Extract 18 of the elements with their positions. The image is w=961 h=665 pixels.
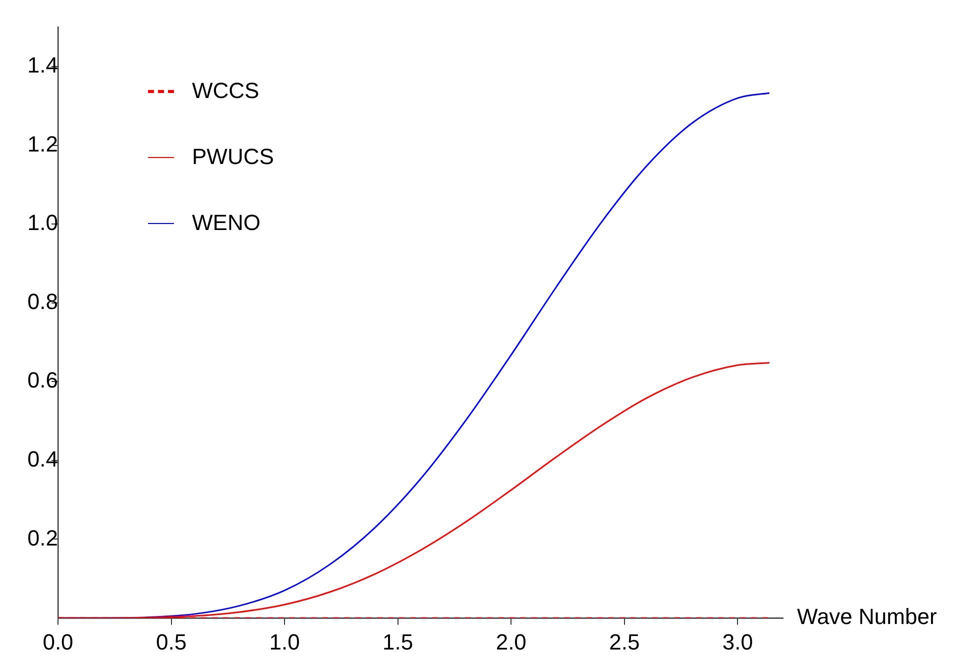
x-tick-label: 1.5	[382, 629, 414, 654]
y-tick-label: 0.6	[27, 368, 58, 393]
y-tick-label: 1.4	[27, 52, 58, 78]
x-tick-label: 0.5	[156, 629, 187, 654]
x-tick-label: 2.5	[609, 629, 640, 654]
x-tick-label: 1.0	[269, 629, 300, 654]
x-tick-label: 3.0	[722, 629, 753, 654]
y-tick-label: 0.2	[27, 525, 58, 550]
x-tick-label: 0.0	[42, 629, 74, 654]
legend-label: PWUCS	[192, 144, 274, 170]
legend-label: WENO	[192, 210, 260, 236]
x-axis-title: Wave Number	[797, 604, 937, 630]
y-tick-label: 1.0	[27, 210, 58, 236]
legend-label: WCCS	[192, 78, 260, 104]
y-tick-label: 0.4	[27, 446, 58, 472]
y-tick-label: 0.8	[27, 288, 58, 314]
x-tick-label: 2.0	[496, 629, 526, 654]
y-tick-label: 1.2	[27, 131, 58, 156]
